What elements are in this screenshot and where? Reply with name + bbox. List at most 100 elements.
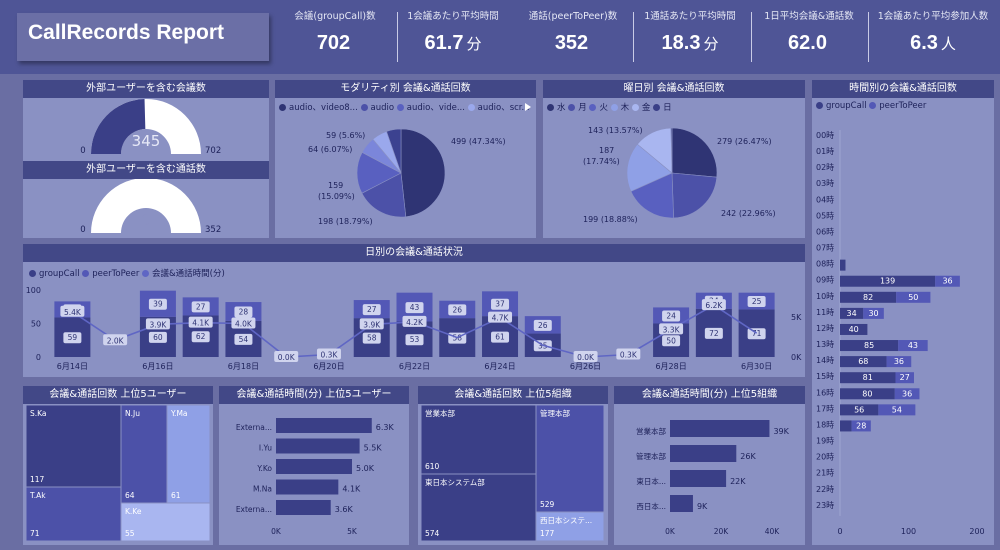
p2p-bar[interactable] [878, 404, 916, 416]
org-time-bar-chart[interactable]: 営業本部 39K 管理本部 26K 東日本... 22K 西日本... 9K 0K 20K 40K [614, 386, 805, 545]
weekday-pie-chart[interactable]: 279 (26.47%) 242 (22.96%) 199 (18.88%) 1… [543, 80, 805, 238]
pie-slice[interactable] [626, 143, 673, 192]
value-pill [234, 333, 253, 345]
kpi-avg-call-time: 1通話あたり平均時間 18.3 分 [635, 0, 745, 74]
user-treemap[interactable]: S.Ka 117 T.Ak 71 N.Ju 64 Y.Ma 61 K.Ke 55 [23, 386, 213, 545]
group-bar[interactable] [840, 275, 936, 287]
p2p-bar[interactable] [898, 340, 928, 352]
treemap-tile[interactable] [420, 473, 537, 542]
legend-item[interactable]: peerToPeer [82, 269, 139, 279]
group-bar[interactable] [840, 307, 864, 319]
group-bar[interactable] [840, 323, 868, 335]
pie-slice[interactable] [671, 127, 718, 178]
bar-label: 68 [858, 357, 868, 366]
bar-label: 36 [942, 277, 952, 286]
p2p-bar[interactable] [886, 356, 912, 368]
treemap-tile[interactable] [120, 404, 168, 504]
hbar[interactable] [276, 500, 331, 515]
pie-slice[interactable] [671, 172, 718, 219]
hbar[interactable] [276, 479, 339, 495]
legend-item[interactable]: 水 [547, 103, 566, 113]
p2p-bar[interactable] [863, 307, 884, 319]
user-time-bar-chart[interactable]: Externa... 6.3K I.Yu 5.5K Y.Ko 5.0K M.Na 4.1K Ex… [219, 386, 409, 545]
tile-value: 610 [425, 462, 440, 471]
treemap-tile[interactable] [535, 404, 605, 513]
group-bar[interactable] [840, 372, 896, 384]
kpi-divider [751, 12, 752, 62]
p2p-bar[interactable] [896, 291, 931, 303]
p2p-bar[interactable] [851, 420, 871, 432]
time-value: 0.3K [620, 350, 638, 359]
group-bar[interactable] [840, 356, 887, 368]
legend-item[interactable]: audio、vide... [396, 103, 465, 113]
time-value: 3.9K [149, 320, 167, 329]
legend-item[interactable]: 金 [631, 103, 650, 113]
hbar[interactable] [670, 420, 770, 437]
group-bar[interactable] [840, 420, 852, 432]
treemap-tile[interactable] [535, 511, 605, 542]
x-label: 6月18日 [228, 362, 259, 371]
time-value: 0.3K [321, 350, 339, 359]
bar-category: Y.Ko [256, 464, 272, 473]
legend-next-arrow-icon[interactable] [523, 102, 533, 112]
group-bar[interactable] [840, 340, 899, 352]
p2p-bar[interactable] [935, 275, 960, 287]
tile-name: S.Ka [30, 409, 47, 418]
hbar[interactable] [670, 495, 693, 512]
legend-item[interactable]: groupCall [29, 269, 80, 279]
treemap-tile[interactable] [120, 502, 211, 542]
pie-slice[interactable] [670, 127, 673, 174]
hbar[interactable] [276, 418, 372, 433]
gauge-fill [91, 99, 146, 154]
legend-item[interactable]: 会議&通話時間(分) [142, 269, 225, 279]
pie-slice[interactable] [361, 172, 407, 218]
value-pill [231, 317, 256, 329]
tile-name: N.Ju [125, 409, 140, 418]
p2p-bar[interactable] [895, 372, 914, 384]
legend-item[interactable]: 日 [653, 103, 672, 113]
x-label: 6月22日 [399, 362, 430, 371]
legend-item[interactable]: 木 [610, 103, 629, 113]
bar-category: I.Yu [259, 444, 272, 453]
gauge-calls[interactable]: 0 0 352 [23, 179, 269, 238]
treemap-tile[interactable] [166, 404, 211, 504]
legend-item[interactable]: audio [360, 103, 394, 113]
kpi-label: 1通話あたり平均時間 [644, 11, 736, 22]
legend-item[interactable]: 火 [589, 103, 608, 113]
group-bar[interactable] [840, 291, 897, 303]
legend-item[interactable]: 月 [568, 103, 587, 113]
hbar[interactable] [670, 470, 727, 487]
org-treemap[interactable]: 営業本部 610 管理本部 529 東日本システム部 574 西日本システ... 177 [418, 386, 608, 545]
group-bar[interactable] [840, 404, 879, 416]
hbar[interactable] [276, 459, 352, 474]
legend-item[interactable]: audio、scr... [467, 103, 530, 113]
bar-label: 28 [856, 421, 866, 430]
hbar[interactable] [276, 438, 360, 454]
value-pill [234, 306, 253, 318]
value-pill [188, 316, 213, 328]
pie-slice[interactable] [400, 128, 446, 218]
bar-label: 54 [892, 405, 902, 414]
legend-item[interactable]: peerToPeer [869, 101, 926, 111]
modality-pie-chart[interactable]: 499 (47.34%) 198 (18.79%) 159 (15.09%) 6… [275, 80, 536, 238]
treemap-tile[interactable] [25, 404, 122, 488]
pie-slice[interactable] [630, 172, 674, 219]
legend-item[interactable]: audio、video8... [279, 103, 358, 113]
legend-item[interactable]: groupCall [816, 101, 867, 111]
hbar[interactable] [670, 445, 737, 462]
treemap-tile[interactable] [25, 486, 122, 542]
weekday-panel: 曜日別 会議&通話回数 水 月 火 木 金 日 279 (26.47%) 242… [543, 80, 805, 238]
hour-label: 05時 [816, 211, 834, 220]
group-bar[interactable] [840, 259, 846, 271]
value-pill [362, 304, 381, 316]
treemap-tile[interactable] [420, 404, 537, 475]
pie-slice[interactable] [386, 128, 402, 174]
group-value: 61 [495, 333, 505, 342]
hourly-bar-chart[interactable]: 00時 01時 02時 03時 04時 05時 06時 07時 08時 09時 139 36 10時 82… [812, 80, 994, 545]
group-bar[interactable] [840, 388, 895, 400]
gauge-meetings[interactable]: 345 0 702 [23, 98, 269, 162]
hour-label: 03時 [816, 179, 834, 188]
y-tick: 0 [36, 353, 41, 362]
daily-combo-chart[interactable]: 1005005K0K592460396227542858275343582661… [23, 244, 805, 377]
p2p-bar[interactable] [894, 388, 920, 400]
